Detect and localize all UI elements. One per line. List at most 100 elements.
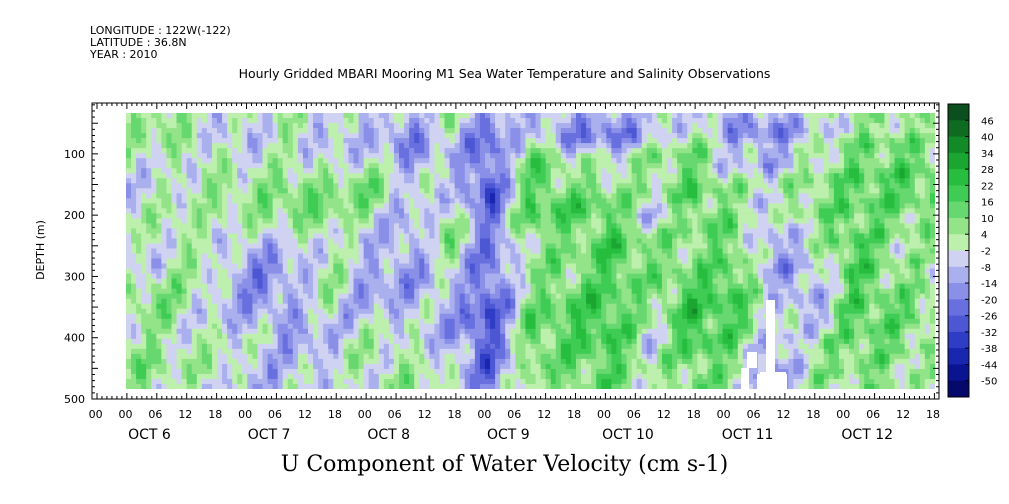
- heatmap-cell: [535, 258, 542, 265]
- heatmap-cell: [363, 308, 370, 315]
- heatmap-cell: [282, 213, 289, 219]
- heatmap-cell: [520, 348, 527, 355]
- heatmap-cell: [469, 218, 476, 224]
- heatmap-cell: [328, 283, 334, 290]
- heatmap-cell: [505, 238, 511, 245]
- heatmap-cell: [535, 313, 542, 320]
- heatmap-cell: [338, 323, 345, 330]
- heatmap-cell: [444, 343, 451, 350]
- heatmap-cell: [257, 173, 264, 179]
- heatmap-cell: [434, 348, 441, 355]
- heatmap-cell: [373, 113, 380, 119]
- heatmap-cell: [287, 213, 294, 219]
- heatmap-cell: [196, 383, 203, 389]
- heatmap-cell: [126, 208, 132, 214]
- heatmap-cell: [353, 198, 360, 204]
- heatmap-cell: [505, 273, 511, 280]
- heatmap-cell: [287, 293, 294, 300]
- heatmap-cell: [186, 383, 193, 389]
- heatmap-cell: [444, 143, 451, 149]
- heatmap-cell: [186, 153, 193, 159]
- heatmap-cell: [328, 203, 334, 209]
- heatmap-cell: [206, 133, 213, 139]
- heatmap-cell: [126, 303, 132, 310]
- heatmap-cell: [444, 353, 451, 360]
- heatmap-cell: [181, 143, 188, 149]
- heatmap-cell: [530, 193, 537, 199]
- heatmap-cell: [545, 273, 552, 280]
- heatmap-cell: [550, 343, 557, 350]
- heatmap-cell: [206, 228, 213, 235]
- heatmap-cell: [277, 198, 284, 204]
- heatmap-cell: [520, 343, 527, 350]
- heatmap-cell: [419, 188, 425, 194]
- heatmap-cell: [419, 283, 425, 290]
- heatmap-cell: [530, 168, 537, 174]
- heatmap-cell: [136, 143, 142, 149]
- heatmap-cell: [292, 383, 299, 389]
- heatmap-cell: [318, 318, 324, 325]
- heatmap-cell: [393, 248, 400, 255]
- heatmap-cell: [495, 113, 501, 119]
- heatmap-cell: [535, 353, 542, 360]
- heatmap-cell: [540, 283, 547, 290]
- heatmap-cell: [393, 273, 400, 280]
- heatmap-cell: [206, 158, 213, 164]
- heatmap-cell: [525, 213, 532, 219]
- heatmap-cell: [358, 363, 365, 370]
- heatmap-cell: [242, 333, 248, 340]
- heatmap-cell: [146, 153, 152, 159]
- heatmap-cell: [474, 268, 481, 275]
- heatmap-cell: [186, 128, 193, 134]
- heatmap-cell: [237, 148, 243, 154]
- heatmap-cell: [545, 333, 552, 340]
- heatmap-cell: [146, 158, 152, 164]
- heatmap-cell: [500, 213, 506, 219]
- heatmap-cell: [535, 148, 542, 154]
- heatmap-cell: [196, 228, 203, 235]
- heatmap-cell: [424, 378, 430, 385]
- heatmap-cell: [520, 243, 527, 250]
- heatmap-cell: [201, 328, 208, 335]
- heatmap-cell: [171, 298, 178, 305]
- heatmap-cell: [146, 383, 152, 389]
- heatmap-cell: [141, 193, 147, 199]
- heatmap-cell: [343, 268, 350, 275]
- heatmap-cell: [393, 153, 400, 159]
- heatmap-cell: [479, 203, 486, 209]
- heatmap-cell: [368, 293, 375, 300]
- heatmap-cell: [495, 143, 501, 149]
- heatmap-cell: [252, 228, 259, 235]
- heatmap-cell: [146, 333, 152, 340]
- heatmap-cell: [191, 383, 198, 389]
- heatmap-cell: [510, 193, 516, 199]
- heatmap-cell: [242, 303, 248, 310]
- heatmap-cell: [333, 378, 339, 385]
- heatmap-cell: [252, 268, 259, 275]
- heatmap-cell: [186, 218, 193, 224]
- heatmap-cell: [297, 168, 304, 174]
- heatmap-cell: [156, 363, 162, 370]
- heatmap-cell: [328, 148, 334, 154]
- heatmap-cell: [292, 338, 299, 345]
- heatmap-cell: [474, 248, 481, 255]
- heatmap-cell: [550, 323, 557, 330]
- heatmap-cell: [495, 373, 501, 380]
- heatmap-cell: [490, 313, 496, 320]
- heatmap-cell: [267, 348, 274, 355]
- heatmap-cell: [419, 193, 425, 199]
- heatmap-cell: [136, 168, 142, 174]
- heatmap-cell: [323, 318, 329, 325]
- heatmap-cell: [581, 228, 587, 235]
- heatmap-cell: [232, 273, 238, 280]
- heatmap-cell: [333, 333, 339, 340]
- heatmap-cell: [191, 308, 198, 315]
- heatmap-cell: [247, 353, 254, 360]
- heatmap-cell: [449, 188, 456, 194]
- heatmap-cell: [378, 183, 385, 189]
- heatmap-cell: [404, 278, 410, 285]
- heatmap-cell: [191, 208, 198, 214]
- heatmap-cell: [323, 328, 329, 335]
- heatmap-cell: [459, 138, 466, 144]
- heatmap-cell: [520, 128, 527, 134]
